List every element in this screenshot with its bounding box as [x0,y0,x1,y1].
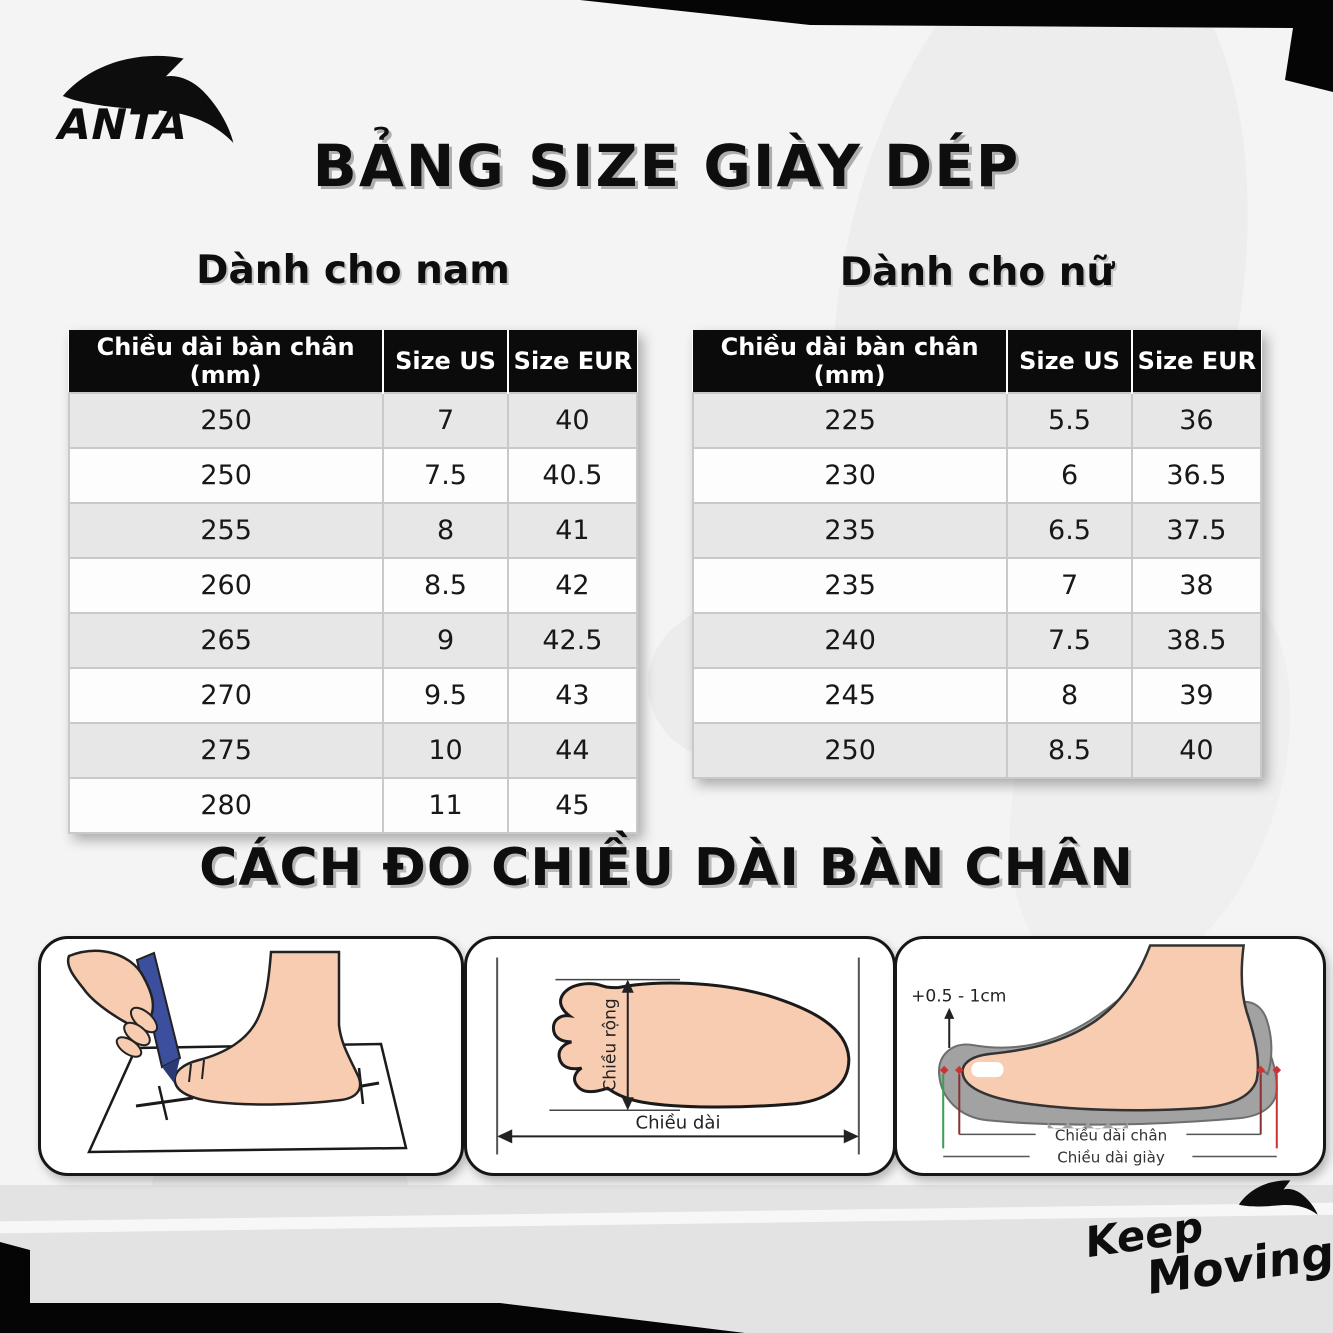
table-cell: 8 [1006,667,1133,724]
column-header: Chiều dài bàn chân (mm) [69,330,384,393]
column-header: Chiều dài bàn chân (mm) [693,330,1008,393]
table-cell: 280 [67,777,385,834]
table-cell: 39 [1130,667,1263,724]
table-cell: 8 [382,502,509,559]
table-row: 250 7 40 [67,392,639,449]
table-cell: 11 [382,777,509,834]
table-row: 260 8.5 42 [67,557,639,614]
trace-foot-illustration [66,949,408,1154]
column-header: Size US [382,330,508,393]
table-cell: 235 [691,502,1009,559]
length-label: Chiều dài [635,1112,720,1133]
table-cell: 6 [1006,447,1133,504]
table-row: 270 9.5 43 [67,667,639,724]
anta-logo: ANTA [50,40,250,155]
table-row: 245 8 39 [691,667,1263,724]
table-cell: 43 [506,667,639,724]
column-header: Size US [1006,330,1132,393]
page-title: BẢNG SIZE GIÀY DÉP [312,132,1021,200]
table-cell: 265 [67,612,385,669]
table-row: 280 11 45 [67,777,639,834]
table-cell: 38 [1130,557,1263,614]
women-table-heading: Dành cho nữ [839,250,1115,295]
table-cell: 270 [67,667,385,724]
table-cell: 235 [691,557,1009,614]
table-cell: 275 [67,722,385,779]
table-cell: 7 [382,392,509,449]
table-row: 225 5.5 36 [691,392,1263,449]
table-cell: 250 [67,392,385,449]
table-row: 230 6 36.5 [691,447,1263,504]
shoe-length-label: Chiều dài giày [1057,1149,1165,1167]
table-cell: 41 [506,502,639,559]
keep-moving-logo: Keep Moving [1082,1180,1333,1333]
table-row: 275 10 44 [67,722,639,779]
table-cell: 240 [691,612,1009,669]
table-cell: 225 [691,392,1009,449]
table-cell: 36.5 [1130,447,1263,504]
table-cell: 8.5 [382,557,509,614]
anta-swoosh-icon [62,55,234,143]
table-cell: 40 [506,392,639,449]
trace-foot-diagram [38,936,464,1176]
table-cell: 42.5 [506,612,639,669]
table-cell: 8.5 [1006,722,1133,779]
header-row: Chiều dài bàn chân (mm) Size US Size EUR [69,330,637,393]
table-cell: 7.5 [1006,612,1133,669]
table-row: 265 9 42.5 [67,612,639,669]
foot-dimensions-diagram: Chiều rộng Chiều dài [464,936,896,1176]
table-cell: 10 [382,722,509,779]
women-size-table: Chiều dài bàn chân (mm) Size US Size EUR 22… [691,330,1263,779]
table-cell: 45 [506,777,639,834]
table-cell: 42 [506,557,639,614]
table-cell: 36 [1130,392,1263,449]
measure-section-title: CÁCH ĐO CHIỀU DÀI BÀN CHÂN [199,838,1134,898]
table-cell: 9 [382,612,509,669]
shoe-fit-diagram: +0.5 - 1cm Chiều dài chân Chiều dài giày [894,936,1326,1176]
shoe-fit-illustration: +0.5 - 1cm Chiều dài chân Chiều dài giày [911,944,1282,1167]
table-cell: 37.5 [1130,502,1263,559]
column-header: Size EUR [506,330,637,393]
column-header: Size EUR [1130,330,1261,393]
table-cell: 7 [1006,557,1133,614]
width-label: Chiều rộng [600,998,621,1091]
table-cell: 245 [691,667,1009,724]
table-row: 235 6.5 37.5 [691,502,1263,559]
header-row: Chiều dài bàn chân (mm) Size US Size EUR [693,330,1261,393]
table-cell: 250 [67,447,385,504]
table-row: 255 8 41 [67,502,639,559]
men-size-table: Chiều dài bàn chân (mm) Size US Size EUR 25… [67,330,639,834]
anta-swoosh-icon [1238,1180,1318,1215]
foot-dimensions-illustration: Chiều rộng Chiều dài [496,957,860,1155]
table-cell: 7.5 [382,447,509,504]
table-row: 250 7.5 40.5 [67,447,639,504]
men-table-heading: Dành cho nam [196,248,510,293]
table-cell: 250 [691,722,1009,779]
table-cell: 44 [506,722,639,779]
table-cell: 5.5 [1006,392,1133,449]
foot-length-label: Chiều dài chân [1055,1126,1167,1144]
table-row: 235 7 38 [691,557,1263,614]
table-cell: 260 [67,557,385,614]
table-cell: 40 [1130,722,1263,779]
table-cell: 6.5 [1006,502,1133,559]
allowance-label: +0.5 - 1cm [911,987,1006,1007]
table-cell: 255 [67,502,385,559]
table-cell: 38.5 [1130,612,1263,669]
table-cell: 9.5 [382,667,509,724]
table-row: 240 7.5 38.5 [691,612,1263,669]
table-cell: 230 [691,447,1009,504]
table-cell: 40.5 [506,447,639,504]
table-row: 250 8.5 40 [691,722,1263,779]
